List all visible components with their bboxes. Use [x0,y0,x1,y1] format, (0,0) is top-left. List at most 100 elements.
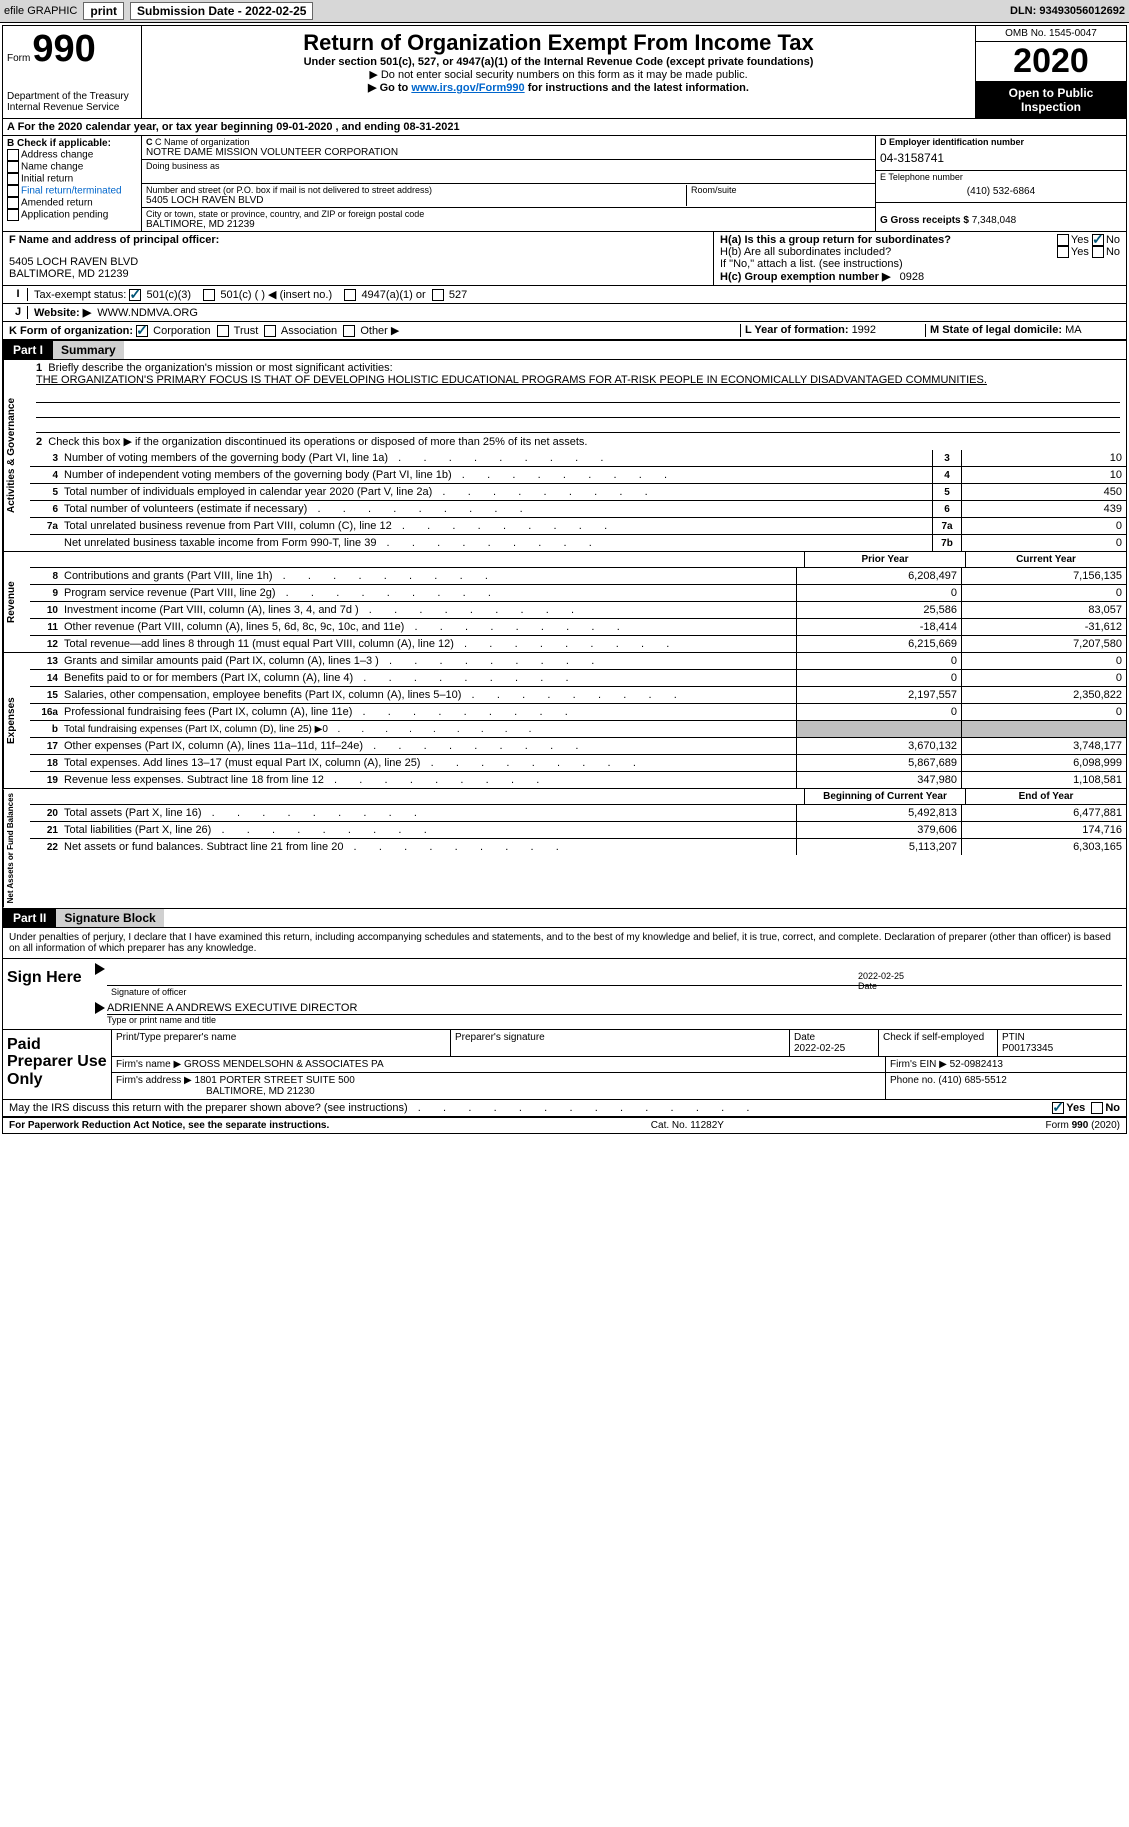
form-title: Return of Organization Exempt From Incom… [146,30,971,56]
ptin: P00173345 [1002,1043,1122,1054]
ha-checkboxes[interactable]: Yes No [1057,234,1120,246]
table-row: 15Salaries, other compensation, employee… [30,687,1126,704]
arrow-icon [95,1002,105,1014]
table-row: Net unrelated business taxable income fr… [30,535,1126,551]
chk-address-change[interactable]: Address change [7,149,137,161]
city-state-zip: BALTIMORE, MD 21239 [146,219,871,230]
table-row: 22Net assets or fund balances. Subtract … [30,839,1126,855]
page-footer: For Paperwork Reduction Act Notice, see … [3,1117,1126,1133]
firm-addr2: BALTIMORE, MD 21230 [116,1086,881,1097]
year-formation: 1992 [852,324,876,336]
hb-checkboxes[interactable]: Yes No [1057,246,1120,258]
print-button[interactable]: print [83,2,124,20]
chk-corporation[interactable] [136,325,148,337]
chk-association[interactable] [264,325,276,337]
header-right: OMB No. 1545-0047 2020 Open to Public In… [975,26,1126,118]
line-2: 2 Check this box ▶ if the organization d… [30,433,1126,450]
form-subtitle-2: ▶ Do not enter social security numbers o… [146,68,971,81]
table-row: 8Contributions and grants (Part VIII, li… [30,568,1126,585]
chk-initial-return[interactable]: Initial return [7,173,137,185]
table-row: 14Benefits paid to or for members (Part … [30,670,1126,687]
chk-amended-return[interactable]: Amended return [7,197,137,209]
chk-501c3[interactable] [129,289,141,301]
box-b-label: B Check if applicable: [7,138,137,149]
table-row: 18Total expenses. Add lines 13–17 (must … [30,755,1126,772]
chk-trust[interactable] [217,325,229,337]
table-row: 13Grants and similar amounts paid (Part … [30,653,1126,670]
line-1: 1 Briefly describe the organization's mi… [30,360,1126,388]
declaration: Under penalties of perjury, I declare th… [3,928,1126,958]
telephone: (410) 532-6864 [880,182,1122,201]
discuss-checkboxes[interactable]: Yes No [1052,1102,1120,1114]
net-col-headers: Beginning of Current Year End of Year [30,789,1126,805]
cat-no: Cat. No. 11282Y [651,1120,724,1131]
part1-header: Part ISummary [3,340,1126,360]
top-toolbar: efile GRAPHIC print Submission Date - 20… [0,0,1129,23]
tax-year: 2020 [976,42,1126,82]
vtab-netassets: Net Assets or Fund Balances [3,789,30,907]
gross-receipts: 7,348,048 [972,215,1017,226]
firm-addr1: 1801 PORTER STREET SUITE 500 [195,1075,355,1086]
revenue-section: Revenue b Prior Year Current Year 8Contr… [3,551,1126,652]
sign-here-label: Sign Here [3,959,91,1029]
dept-treasury: Department of the Treasury Internal Reve… [7,91,137,113]
vtab-revenue: Revenue [3,552,30,652]
header-left: Form 990 Department of the Treasury Inte… [3,26,142,118]
firm-name: GROSS MENDELSOHN & ASSOCIATES PA [184,1059,384,1070]
vtab-expenses: Expenses [3,653,30,788]
table-row: 19Revenue less expenses. Subtract line 1… [30,772,1126,788]
sign-here-block: Sign Here Signature of officer 2022-02-2… [3,958,1126,1030]
table-row: 11Other revenue (Part VIII, column (A), … [30,619,1126,636]
state-domicile: MA [1065,324,1082,336]
discuss-row: May the IRS discuss this return with the… [3,1100,1126,1117]
chk-527[interactable] [432,289,444,301]
row-ij: I Tax-exempt status: 501(c)(3) 501(c) ( … [3,286,1126,304]
table-row: 7aTotal unrelated business revenue from … [30,518,1126,535]
form-ref: Form 990 (2020) [1046,1120,1120,1131]
chk-501c[interactable] [203,289,215,301]
irs-link[interactable]: www.irs.gov/Form990 [411,82,524,94]
row-j: J Website: ▶ WWW.NDMVA.ORG [3,304,1126,322]
ein: 04-3158741 [880,147,1122,169]
firm-phone: (410) 685-5512 [938,1075,1006,1086]
part2-header: Part IISignature Block [3,908,1126,928]
paid-preparer-block: Paid Preparer Use Only Print/Type prepar… [3,1030,1126,1100]
submission-date-button[interactable]: Submission Date - 2022-02-25 [130,2,313,20]
table-row: 3Number of voting members of the governi… [30,450,1126,467]
omb-number: OMB No. 1545-0047 [976,26,1126,42]
pra-notice: For Paperwork Reduction Act Notice, see … [9,1120,329,1131]
section-bcd: B Check if applicable: Address change Na… [3,136,1126,232]
efile-label: efile GRAPHIC [4,5,77,17]
table-row: 21Total liabilities (Part X, line 26)379… [30,822,1126,839]
sig-date-val: 2022-02-25 [858,971,1118,981]
table-row: 20Total assets (Part X, line 16)5,492,81… [30,805,1126,822]
group-exemption: 0928 [900,271,924,283]
chk-other[interactable] [343,325,355,337]
officer-addr2: BALTIMORE, MD 21239 [9,268,707,280]
officer-name: ADRIENNE A ANDREWS EXECUTIVE DIRECTOR [107,1002,1122,1015]
dln-label: DLN: 93493056012692 [1010,5,1125,17]
paid-preparer-label: Paid Preparer Use Only [3,1030,111,1099]
form-subtitle-1: Under section 501(c), 527, or 4947(a)(1)… [146,56,971,68]
chk-4947[interactable] [344,289,356,301]
table-row: 12Total revenue—add lines 8 through 11 (… [30,636,1126,652]
row-klm: K Form of organization: Corporation Trus… [3,322,1126,340]
header-mid: Return of Organization Exempt From Incom… [142,26,975,118]
governance-section: Activities & Governance 1 Briefly descri… [3,360,1126,551]
box-c: C C Name of organization NOTRE DAME MISS… [142,136,875,231]
rev-col-headers: b Prior Year Current Year [30,552,1126,568]
chk-final-return[interactable]: Final return/terminated [7,185,137,197]
officer-addr1: 5405 LOCH RAVEN BLVD [9,256,707,268]
open-to-public: Open to Public Inspection [976,82,1126,118]
prep-date: 2022-02-25 [794,1043,874,1054]
dba-label: Doing business as [146,161,871,171]
form-subtitle-3: ▶ Go to www.irs.gov/Form990 for instruct… [146,81,971,94]
website: WWW.NDMVA.ORG [97,307,198,319]
table-row: bTotal fundraising expenses (Part IX, co… [30,721,1126,738]
table-row: 4Number of independent voting members of… [30,467,1126,484]
chk-name-change[interactable]: Name change [7,161,137,173]
box-deg: D Employer identification number 04-3158… [875,136,1126,231]
table-row: 5Total number of individuals employed in… [30,484,1126,501]
chk-application-pending[interactable]: Application pending [7,209,137,221]
form-number: Form 990 [7,28,137,71]
